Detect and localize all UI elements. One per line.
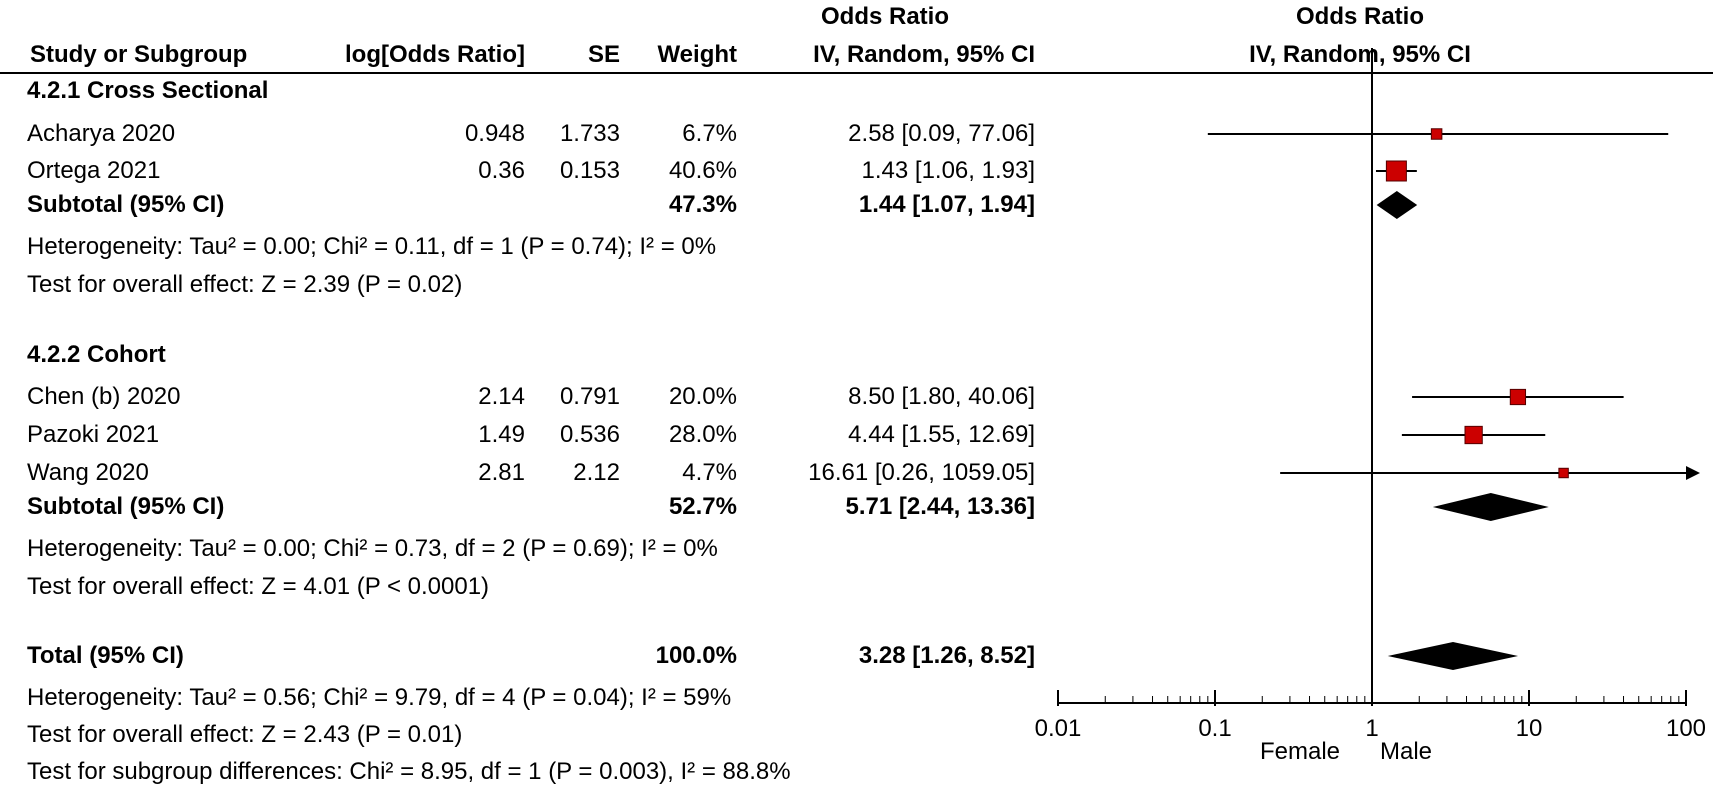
study-se: 0.153 bbox=[559, 157, 620, 184]
study-ci: 16.61 [0.26, 1059.05] bbox=[808, 459, 1035, 486]
summary-diamond bbox=[1432, 493, 1549, 521]
study-weight: 20.0% bbox=[668, 383, 737, 410]
subtotal-ci: 1.44 [1.07, 1.94] bbox=[858, 191, 1035, 218]
study-point bbox=[1464, 425, 1483, 445]
plot-ci-column-header: IV, Random, 95% CI bbox=[1249, 41, 1471, 68]
subtotal-label: Subtotal (95% CI) bbox=[27, 493, 225, 520]
total-heterogeneity-text: Heterogeneity: Tau² = 0.56; Chi² = 9.79,… bbox=[27, 684, 732, 711]
study-point bbox=[1558, 467, 1569, 479]
study-log-or: 1.49 bbox=[478, 421, 525, 448]
study-name: Wang 2020 bbox=[27, 459, 149, 486]
study-log-or: 0.36 bbox=[478, 157, 525, 184]
subtotal-label: Subtotal (95% CI) bbox=[27, 191, 225, 218]
summary-diamond bbox=[1376, 191, 1418, 219]
study-se: 0.791 bbox=[559, 383, 620, 410]
study-se: 0.536 bbox=[559, 421, 620, 448]
overall-effect-text: Test for overall effect: Z = 2.39 (P = 0… bbox=[27, 271, 463, 298]
study-weight: 28.0% bbox=[668, 421, 737, 448]
or-ci-column-header: IV, Random, 95% CI bbox=[813, 41, 1035, 68]
study-name: Acharya 2020 bbox=[27, 120, 176, 147]
study-ci: 2.58 [0.09, 77.06] bbox=[848, 120, 1035, 147]
study-name: Pazoki 2021 bbox=[27, 421, 160, 448]
study-point bbox=[1385, 160, 1407, 182]
subtotal-ci: 5.71 [2.44, 13.36] bbox=[845, 493, 1035, 520]
study-se: 2.12 bbox=[573, 459, 620, 486]
subtotal-weight: 47.3% bbox=[668, 191, 737, 218]
group-title: 4.2.1 Cross Sectional bbox=[27, 77, 269, 104]
group-title: 4.2.2 Cohort bbox=[27, 341, 166, 368]
overall-effect-text: Test for overall effect: Z = 4.01 (P < 0… bbox=[27, 573, 490, 600]
study-point bbox=[1509, 388, 1527, 406]
x-tick-label: 100 bbox=[1666, 715, 1706, 742]
summary-diamond bbox=[1387, 642, 1519, 670]
study-weight: 40.6% bbox=[668, 157, 737, 184]
axis-label-female: Female bbox=[1260, 738, 1341, 765]
header-rule bbox=[0, 72, 1713, 74]
total-overall-effect-text: Test for overall effect: Z = 2.43 (P = 0… bbox=[27, 721, 463, 748]
se-column-header: SE bbox=[587, 41, 620, 68]
study-name: Ortega 2021 bbox=[27, 157, 161, 184]
weight-column-header: Weight bbox=[657, 41, 737, 68]
study-weight: 4.7% bbox=[682, 459, 737, 486]
subgroup-differences-text: Test for subgroup differences: Chi² = 8.… bbox=[27, 758, 791, 785]
x-tick-label: 1 bbox=[1365, 715, 1378, 742]
total-ci: 3.28 [1.26, 8.52] bbox=[858, 642, 1035, 669]
study-column-header: Study or Subgroup bbox=[30, 41, 248, 68]
study-log-or: 2.14 bbox=[478, 383, 525, 410]
ci-arrow bbox=[1686, 466, 1700, 480]
heterogeneity-text: Heterogeneity: Tau² = 0.00; Chi² = 0.11,… bbox=[27, 233, 717, 260]
total-weight: 100.0% bbox=[655, 642, 737, 669]
study-log-or: 2.81 bbox=[478, 459, 525, 486]
or-column-title: Odds Ratio bbox=[820, 3, 949, 30]
study-se: 1.733 bbox=[559, 120, 620, 147]
log-or-column-header: log[Odds Ratio] bbox=[345, 41, 525, 68]
study-ci: 1.43 [1.06, 1.93] bbox=[861, 157, 1035, 184]
plot-column-title: Odds Ratio bbox=[1295, 3, 1424, 30]
heterogeneity-text: Heterogeneity: Tau² = 0.00; Chi² = 0.73,… bbox=[27, 535, 718, 562]
subtotal-weight: 52.7% bbox=[668, 493, 737, 520]
x-tick-label: 10 bbox=[1516, 715, 1543, 742]
study-ci: 4.44 [1.55, 12.69] bbox=[848, 421, 1035, 448]
study-weight: 6.7% bbox=[682, 120, 737, 147]
total-label: Total (95% CI) bbox=[27, 642, 184, 669]
study-ci: 8.50 [1.80, 40.06] bbox=[848, 383, 1035, 410]
study-log-or: 0.948 bbox=[464, 120, 525, 147]
x-tick-label: 0.01 bbox=[1035, 715, 1082, 742]
study-point bbox=[1430, 128, 1443, 140]
study-name: Chen (b) 2020 bbox=[27, 383, 181, 410]
axis-label-male: Male bbox=[1380, 738, 1433, 765]
x-tick-label: 0.1 bbox=[1198, 715, 1231, 742]
